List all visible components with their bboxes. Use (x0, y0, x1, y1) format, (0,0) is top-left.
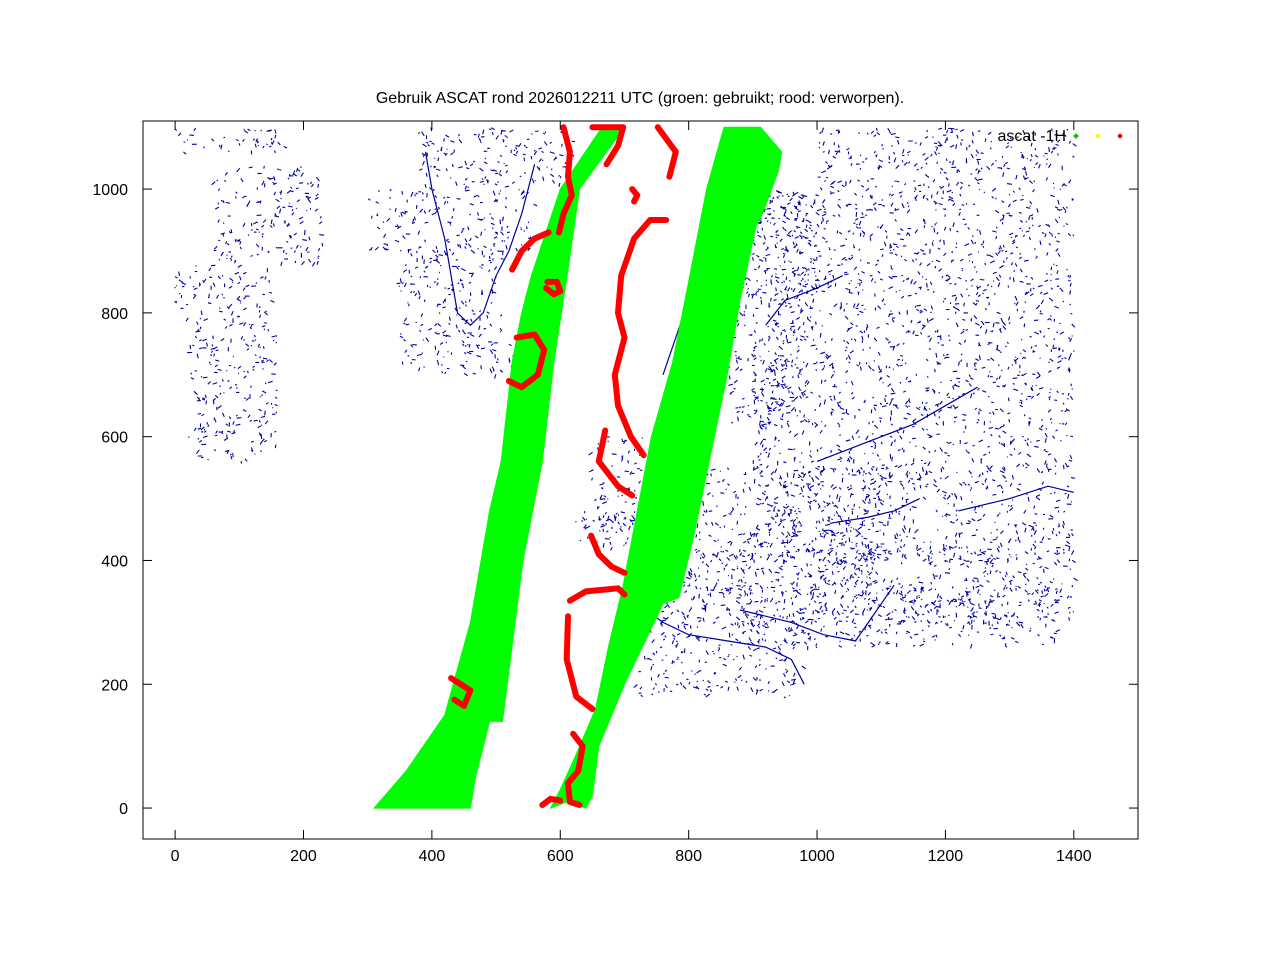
x-tick-label: 1200 (928, 848, 964, 865)
coastline-group (174, 127, 1078, 699)
rejected-trace (556, 124, 575, 236)
rejected-trace (448, 675, 474, 709)
legend-label: ascat -1H (998, 128, 1066, 145)
x-tick-label: 1000 (799, 848, 835, 865)
rejected-trace (588, 532, 628, 576)
y-tick-label: 600 (101, 430, 128, 447)
swath-used (549, 126, 783, 810)
rejected-group (448, 124, 679, 808)
coastline (739, 584, 895, 642)
rejected-trace (539, 795, 564, 808)
legend-marker (1117, 133, 1123, 139)
rejected-trace (595, 427, 636, 499)
plot-frame (142, 120, 1139, 840)
y-tick-label: 400 (101, 553, 128, 570)
swath-group (373, 126, 783, 810)
rejected-trace (566, 585, 628, 604)
rejected-trace (629, 186, 641, 205)
rejected-trace (543, 278, 564, 298)
chart-title: Gebruik ASCAT rond 2026012211 UTC (groen… (376, 90, 904, 107)
x-tick-label: 200 (290, 848, 317, 865)
x-tick-label: 600 (547, 848, 574, 865)
y-tick-label: 0 (119, 801, 128, 818)
x-tick-label: 1400 (1056, 848, 1092, 865)
rejected-trace (565, 730, 586, 808)
legend: ascat -1H (998, 128, 1123, 145)
rejected-trace (654, 124, 679, 180)
rejected-trace (611, 217, 670, 459)
coastline (636, 603, 805, 685)
coastline (958, 485, 1074, 512)
x-tick-label: 800 (675, 848, 702, 865)
y-tick-label: 800 (101, 306, 128, 323)
y-tick-label: 1000 (92, 182, 128, 199)
y-tick-label: 200 (101, 677, 128, 694)
x-tick-label: 400 (419, 848, 446, 865)
rejected-trace (589, 124, 627, 168)
x-tick-label: 0 (171, 848, 180, 865)
rejected-trace (505, 331, 548, 391)
coastline (424, 151, 536, 327)
coastline (765, 275, 843, 326)
rejected-trace (563, 613, 596, 712)
rejected-trace (509, 229, 552, 273)
legend-marker (1073, 133, 1079, 139)
coastline-dots (174, 127, 1078, 699)
tick-group: 0 200 400 600 800 1000 1200 1400 0 200 400 600 800 10… (92, 121, 1138, 865)
legend-marker (1095, 133, 1101, 139)
